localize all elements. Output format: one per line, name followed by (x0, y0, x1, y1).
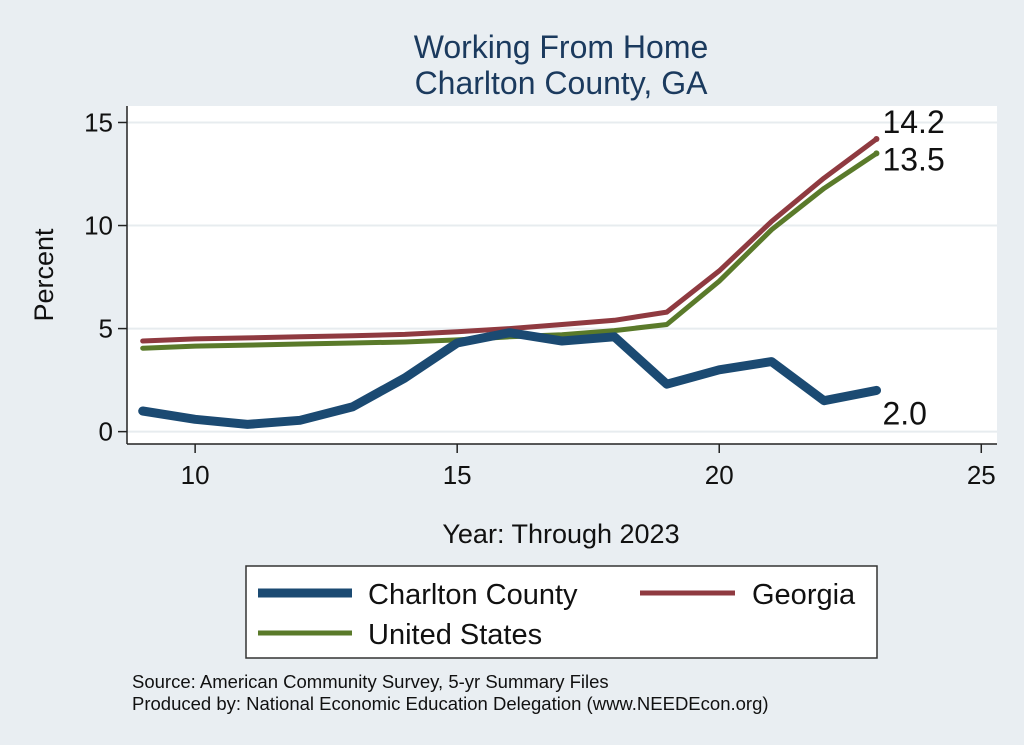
series-end-point (873, 387, 880, 394)
y-tick-label: 10 (84, 211, 113, 241)
x-tick-label: 20 (705, 460, 734, 490)
y-tick-label: 0 (99, 417, 113, 447)
source-note: Source: American Community Survey, 5-yr … (132, 671, 609, 692)
legend-label-charlton: Charlton County (368, 579, 578, 611)
chart-title-line1: Working From Home (414, 29, 709, 65)
series-end-point (873, 135, 880, 142)
y-tick-label: 15 (84, 107, 113, 137)
producer-note: Produced by: National Economic Education… (132, 693, 769, 714)
gridlines (127, 121, 997, 433)
series-line-charlton-county (138, 328, 881, 429)
end-labels: 2.0 14.213.5 (882, 104, 944, 431)
y-axis-label: Percent (29, 228, 59, 322)
series-end-point (873, 150, 880, 157)
plot-background (127, 106, 997, 444)
x-axis-label: Year: Through 2023 (442, 519, 679, 549)
end-label: 2.0 (882, 395, 926, 431)
legend-label-georgia: Georgia (752, 579, 856, 611)
chart-title-line2: Charlton County, GA (415, 65, 709, 101)
y-tick-label: 5 (99, 314, 113, 344)
x-tick-label: 15 (443, 460, 472, 490)
x-tick-label: 25 (967, 460, 996, 490)
legend-box (245, 565, 878, 659)
x-tick-label: 10 (181, 460, 210, 490)
legend-label-us: United States (368, 619, 542, 651)
end-label: 14.2 (882, 104, 944, 140)
axis-ticks: 0 5 10 15 10 15 20 25 (84, 107, 996, 490)
end-label: 13.5 (882, 141, 944, 177)
series-lines (138, 135, 881, 429)
